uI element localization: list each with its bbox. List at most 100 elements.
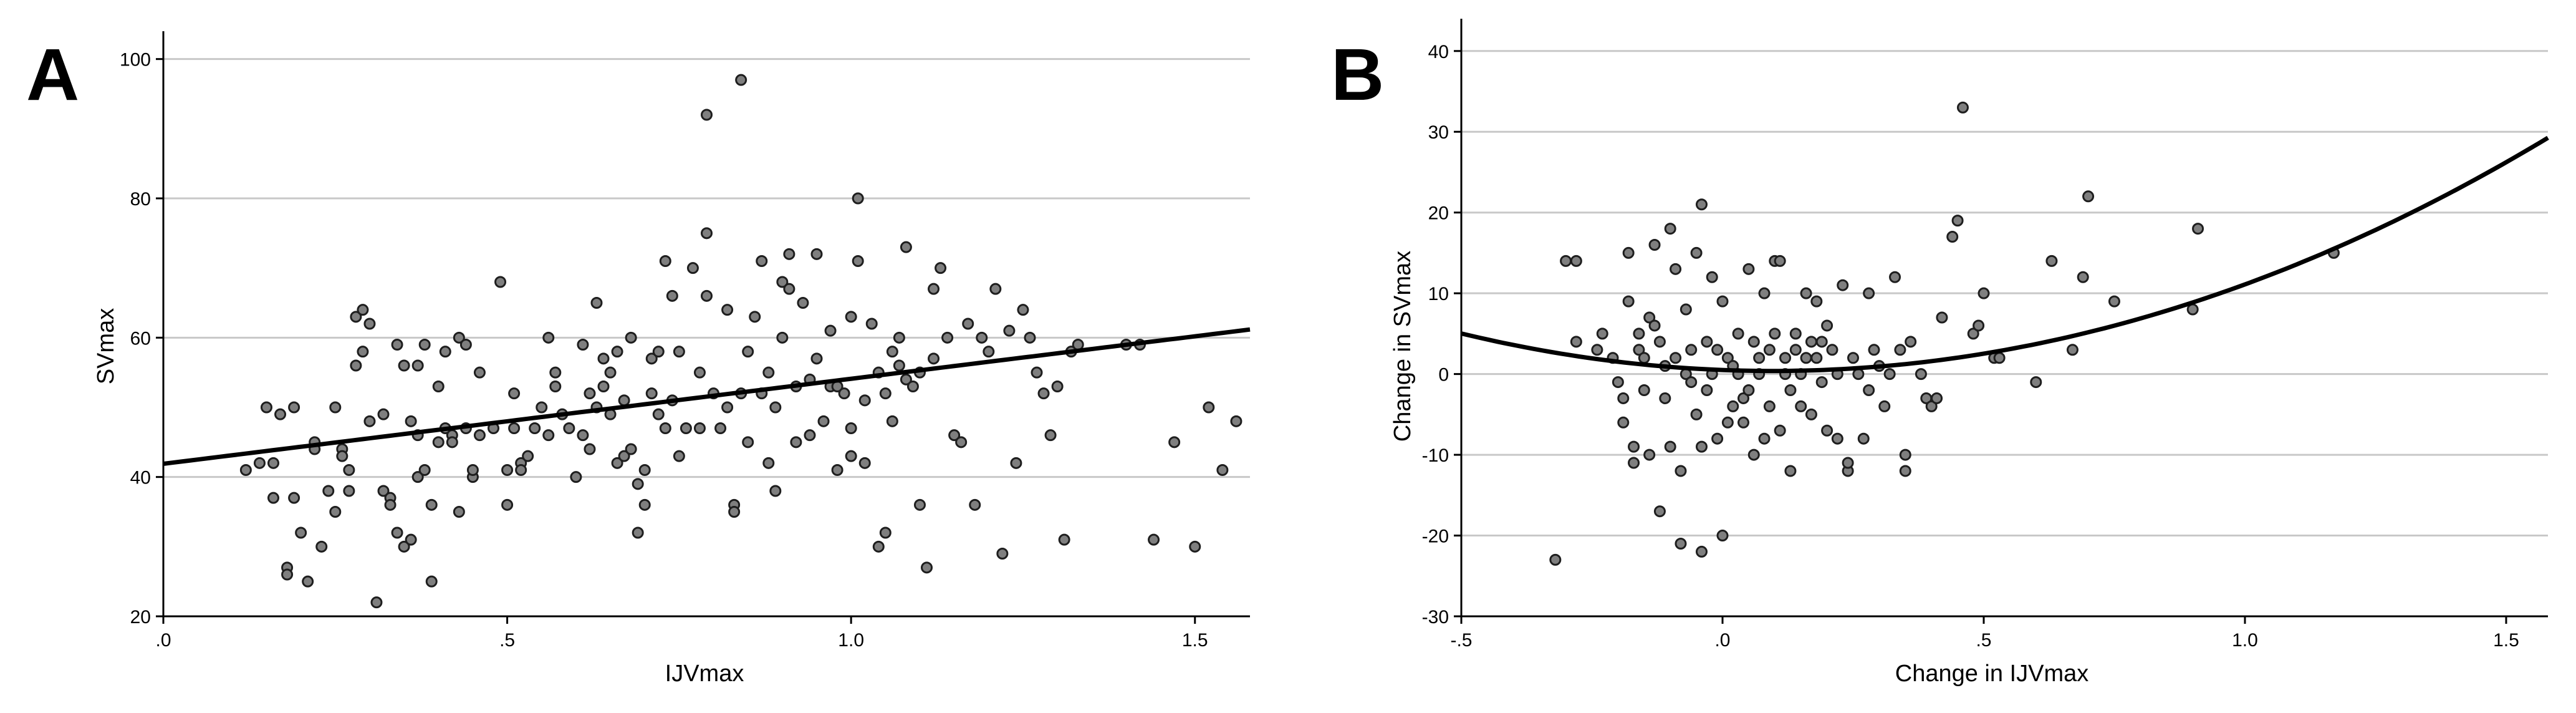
panel-b-data-point: [1706, 271, 1718, 283]
panel-b-data-point: [1956, 101, 1969, 114]
panel-b-data-point: [1670, 263, 1682, 275]
panel-a-data-point: [1003, 324, 1016, 337]
panel-b-data-point: [1821, 424, 1833, 437]
panel-b-data-point: [1779, 352, 1792, 364]
panel-b-data-point: [1951, 215, 1964, 227]
panel-a-data-point: [508, 387, 521, 400]
panel-b-data-point: [1596, 327, 1608, 340]
panel-a-data-point: [673, 450, 685, 462]
panel-b-x-tick-label: 1.0: [2232, 630, 2258, 651]
panel-b-data-point: [1664, 440, 1676, 453]
panel-a-data-point: [453, 331, 465, 344]
panel-a-data-point: [288, 401, 300, 414]
panel-b-data-point: [1633, 344, 1645, 356]
panel-a-data-point: [831, 464, 843, 476]
panel-a-data-point: [804, 429, 816, 442]
panel-b-data-point: [1732, 327, 1744, 340]
panel-b-data-point: [1685, 376, 1698, 389]
panel-a-x-tick-label: 1.0: [838, 630, 864, 651]
panel-a-data-point: [693, 366, 706, 379]
panel-b-data-point: [1810, 352, 1823, 364]
panel-b-data-point: [1695, 440, 1708, 453]
panel-a-data-point: [735, 74, 747, 86]
panel-b-data-point: [1894, 344, 1906, 356]
panel-b-data-point: [1899, 465, 1911, 477]
panel-a-data-point: [659, 422, 671, 434]
panel-a-data-point: [363, 318, 376, 330]
panel-b-points: [1549, 101, 2340, 566]
panel-b-data-point: [1701, 336, 1713, 348]
panel-a-data-point: [1010, 457, 1022, 469]
panel-a-data-point: [858, 394, 871, 407]
panel-b-data-point: [1774, 424, 1786, 437]
panel-b-data-point: [1852, 368, 1865, 381]
panel-a-data-point: [411, 359, 424, 372]
panel-a-data-point: [267, 457, 280, 469]
panel-b-data-point: [1711, 432, 1724, 445]
panel-a-data-point: [955, 436, 968, 449]
panel-b-grid: [1461, 50, 2548, 537]
panel-b-x-tick-label: 1.5: [2493, 630, 2519, 651]
panel-a-data-point: [281, 568, 294, 581]
panel-a-data-point: [749, 311, 761, 323]
panel-a-data-point: [357, 346, 369, 358]
panel-a-data-point: [618, 450, 630, 462]
panel-b-x-ticks: -.5 .0 .5 1.0 1.5: [1450, 616, 2519, 651]
panel-a-data-point: [315, 540, 328, 553]
panel-b-data-point: [1915, 368, 1927, 381]
panel-a-data-point: [1230, 415, 1242, 427]
panel-a-data-point: [611, 457, 623, 469]
panel-a-data-point: [900, 373, 912, 386]
panel-b-data-point: [1685, 344, 1698, 356]
panel-a-data-point: [638, 464, 651, 476]
panel-a: A 20 40 60 80 100 .0 .5 1.0 1.5 IJVmax SVmax: [26, 31, 1251, 687]
panel-a-data-point: [425, 498, 438, 511]
panel-a-data-point: [1024, 331, 1036, 344]
panel-a-data-point: [1044, 429, 1057, 442]
panel-b: B -30 -20 -10 0 10 20 30 40 -.5 .0 .5 1.0 1.5 Chang…: [1331, 19, 2549, 687]
panel-a-data-point: [776, 331, 789, 344]
panel-b-data-point: [1763, 400, 1776, 412]
panel-b-y-tick-label: 10: [1428, 284, 1449, 304]
panel-a-data-point: [253, 457, 266, 469]
panel-a-data-point: [439, 346, 451, 358]
panel-a-data-point: [453, 506, 465, 518]
panel-a-data-point: [584, 443, 596, 455]
panel-a-data-point: [790, 436, 802, 449]
panel-a-points: [239, 74, 1242, 609]
panel-a-data-point: [267, 492, 280, 504]
panel-b-data-point: [1857, 432, 1870, 445]
panel-a-data-point: [446, 436, 458, 449]
panel-b-data-point: [1978, 287, 1990, 299]
panel-a-data-point: [810, 352, 823, 365]
panel-a-data-point: [824, 324, 837, 337]
panel-a-data-point: [618, 394, 630, 407]
panel-b-data-point: [1648, 238, 1661, 251]
panel-a-data-point: [797, 297, 809, 309]
panel-a-data-point: [810, 248, 823, 260]
panel-a-data-point: [1216, 464, 1229, 476]
panel-b-data-point: [1747, 336, 1760, 348]
panel-b-data-point: [1721, 416, 1734, 429]
panel-a-data-point: [776, 276, 789, 288]
panel-a-data-point: [405, 415, 417, 427]
panel-a-data-point: [893, 331, 905, 344]
panel-a-y-tick-label: 20: [130, 607, 151, 628]
panel-a-data-point: [783, 248, 795, 260]
panel-b-data-point: [1758, 287, 1771, 299]
panel-b-data-point: [1967, 327, 1979, 340]
panel-b-x-axis-title: Change in IJVmax: [1895, 661, 2089, 687]
panel-b-data-point: [1868, 344, 1880, 356]
panel-a-data-point: [693, 422, 706, 434]
panel-b-data-point: [1701, 384, 1713, 397]
panel-b-label: B: [1331, 34, 1384, 116]
panel-b-data-point: [1784, 384, 1797, 397]
panel-a-data-point: [701, 109, 713, 121]
panel-b-data-point: [1863, 287, 1875, 299]
panel-b-x-tick-label: .5: [1976, 630, 1991, 651]
panel-a-data-point: [1017, 304, 1029, 316]
panel-b-data-point: [1690, 246, 1703, 259]
panel-a-data-point: [756, 255, 768, 267]
panel-a-data-point: [701, 227, 713, 240]
panel-b-data-point: [1570, 255, 1582, 267]
